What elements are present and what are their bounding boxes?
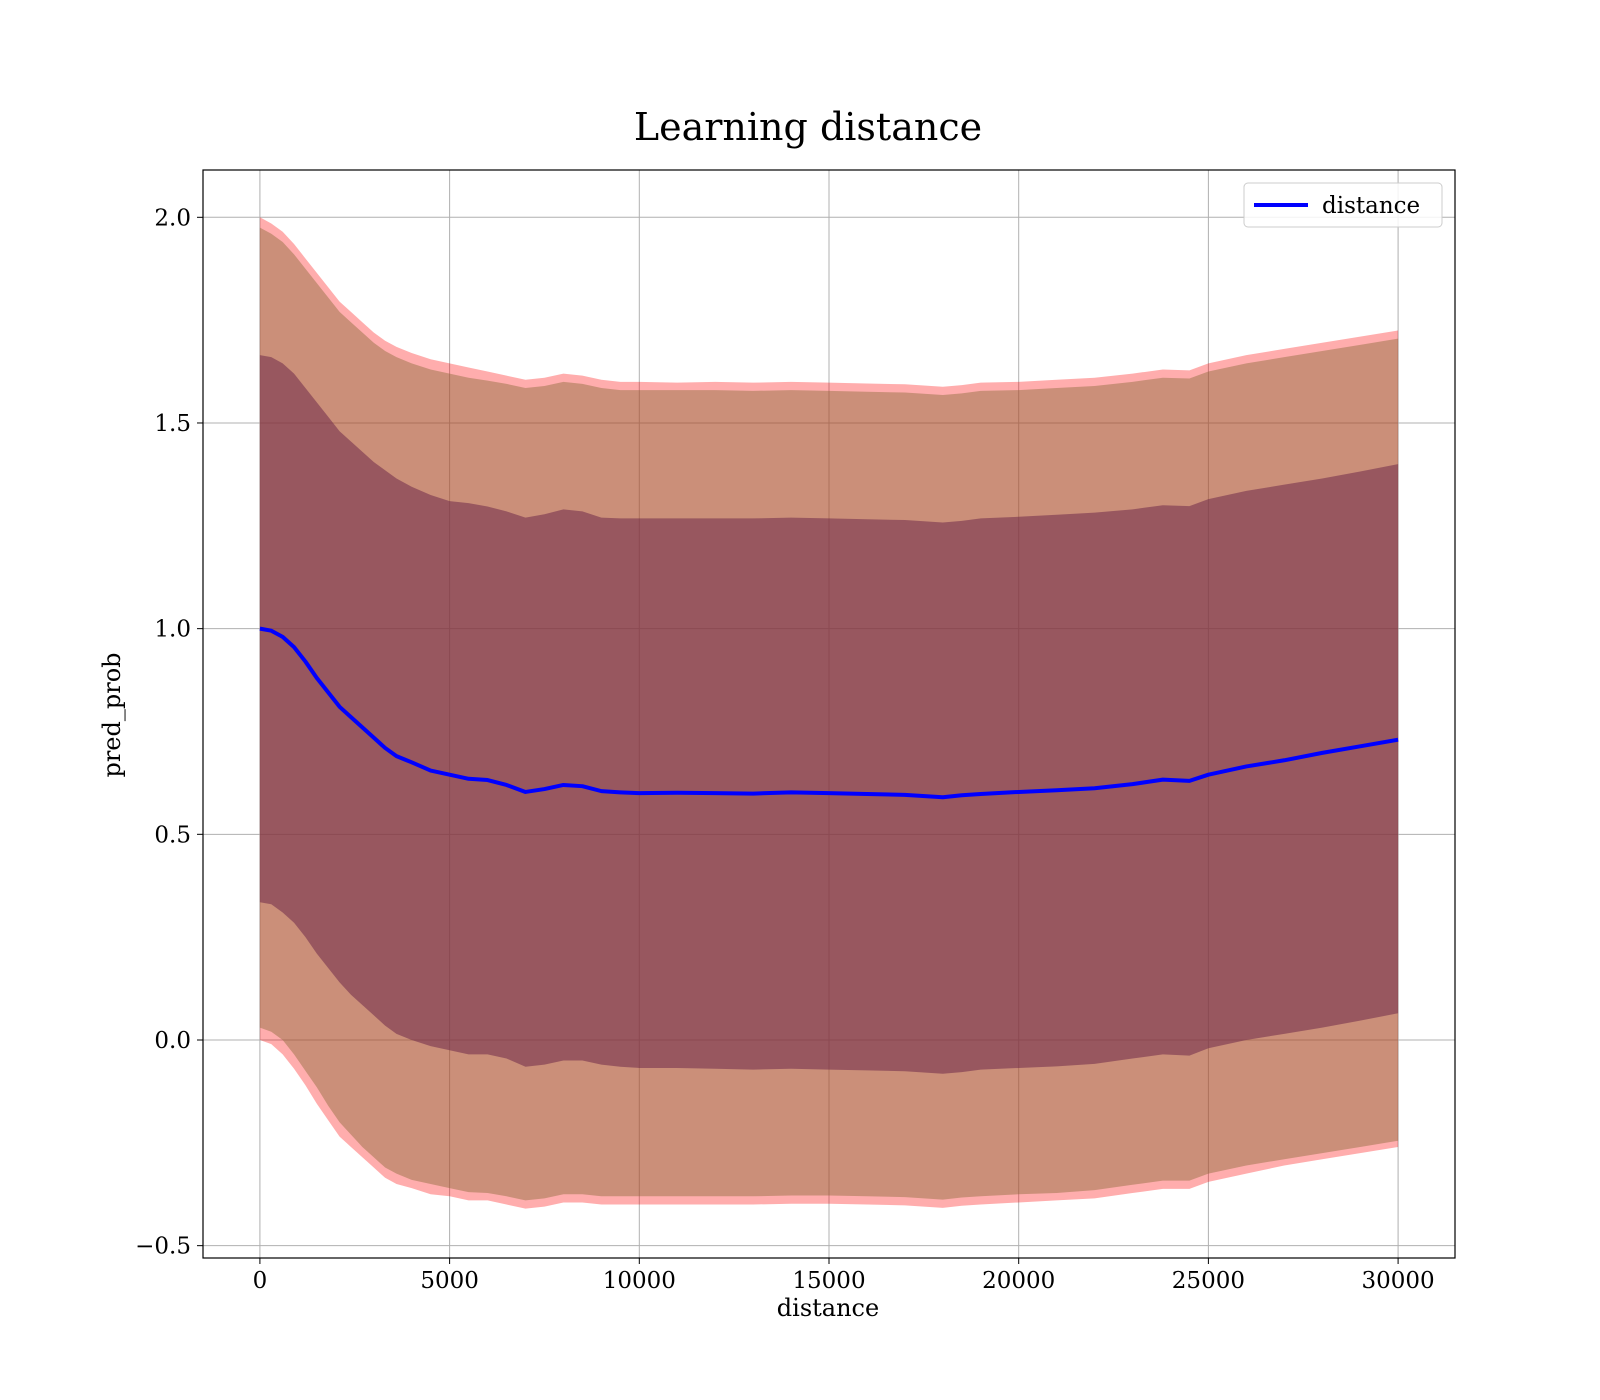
x-tick-label-3: 15000 bbox=[792, 1268, 865, 1294]
y-tick-label-3: 1.0 bbox=[154, 617, 191, 643]
x-tick-label-6: 30000 bbox=[1362, 1268, 1435, 1294]
x-tick-label-4: 20000 bbox=[982, 1268, 1055, 1294]
y-tick-label-1: 0.0 bbox=[154, 1028, 191, 1054]
x-tick-label-1: 5000 bbox=[420, 1268, 479, 1294]
inner-band bbox=[259, 355, 1399, 1074]
y-tick-label-0: −0.5 bbox=[135, 1234, 191, 1260]
y-tick-label-2: 0.5 bbox=[154, 822, 191, 848]
x-tick-label-0: 0 bbox=[253, 1268, 268, 1294]
legend-label-distance: distance bbox=[1322, 193, 1420, 219]
x-tick-label-5: 25000 bbox=[1172, 1268, 1245, 1294]
x-tick-label-2: 10000 bbox=[603, 1268, 676, 1294]
y-tick-label-5: 2.0 bbox=[154, 205, 191, 231]
x-axis-label: distance bbox=[777, 1294, 879, 1322]
chart-title: Learning distance bbox=[634, 105, 982, 149]
series-line-distance bbox=[259, 626, 1399, 800]
y-tick-label-4: 1.5 bbox=[154, 411, 191, 437]
y-axis-label: pred_prob bbox=[98, 652, 126, 777]
legend-box bbox=[1243, 182, 1443, 228]
plot-area: 0 5000 10000 15000 20000 25000 30000 −0.5 0.0 0.5… bbox=[135, 169, 1456, 1294]
